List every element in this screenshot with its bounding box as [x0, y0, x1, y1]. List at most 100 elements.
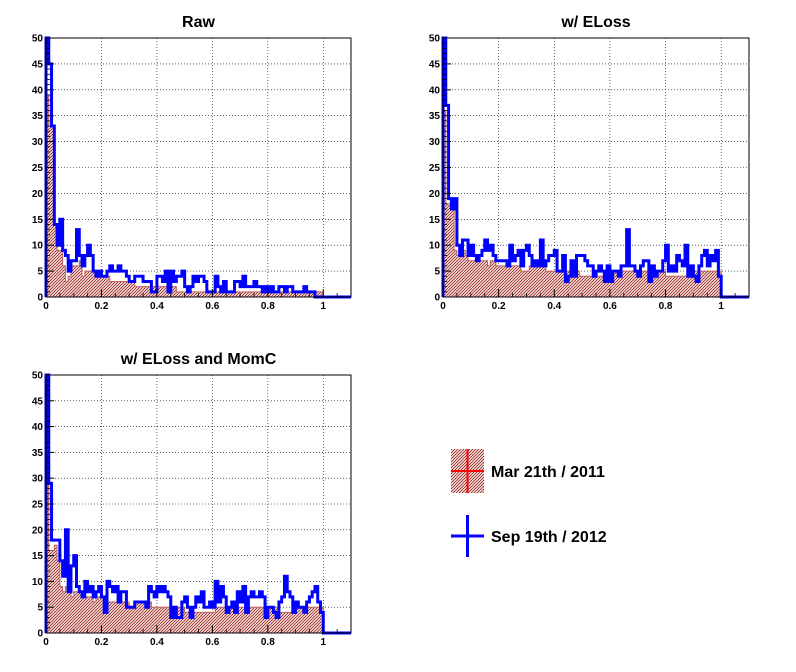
x-tick-label: 1 — [718, 301, 724, 312]
bar-mar-2011 — [551, 271, 555, 297]
bar-mar-2011 — [267, 291, 271, 297]
bar-mar-2011 — [582, 276, 586, 297]
bar-mar-2011 — [148, 602, 152, 633]
bar-mar-2011 — [206, 291, 210, 297]
y-tick-label: 35 — [32, 111, 44, 122]
bar-mar-2011 — [79, 260, 83, 297]
bar-mar-2011 — [251, 607, 255, 633]
x-tick-label: 0.6 — [603, 301, 617, 312]
bar-mar-2011 — [168, 607, 172, 633]
bar-mar-2011 — [234, 607, 238, 633]
bar-mar-2011 — [245, 291, 249, 297]
bar-mar-2011 — [68, 586, 72, 633]
bar-mar-2011 — [454, 250, 458, 297]
bar-mar-2011 — [303, 607, 307, 633]
bar-mar-2011 — [46, 94, 50, 297]
bar-mar-2011 — [712, 271, 716, 297]
bar-mar-2011 — [685, 276, 689, 297]
bar-mar-2011 — [701, 271, 705, 297]
y-tick-label: 20 — [429, 189, 441, 200]
bar-mar-2011 — [184, 291, 188, 297]
bar-mar-2011 — [242, 607, 246, 633]
grid-lines — [46, 38, 351, 297]
y-tick-label: 15 — [32, 551, 44, 562]
y-tick-label: 5 — [434, 267, 440, 278]
bar-mar-2011 — [651, 271, 655, 297]
bar-mar-2011 — [231, 291, 235, 297]
bar-mar-2011 — [506, 265, 511, 297]
bar-mar-2011 — [84, 271, 88, 297]
bar-mar-2011 — [217, 291, 221, 297]
bar-mar-2011 — [640, 271, 644, 297]
bar-mar-2011 — [140, 602, 144, 633]
bar-mar-2011 — [134, 286, 138, 297]
bar-mar-2011 — [198, 291, 202, 297]
bar-mar-2011 — [715, 271, 719, 297]
bar-mar-2011 — [284, 291, 288, 297]
bar-mar-2011 — [212, 612, 216, 633]
bar-mar-2011 — [292, 291, 296, 297]
bar-mar-2011 — [76, 265, 80, 297]
y-tick-label: 10 — [32, 577, 44, 588]
bar-mar-2011 — [131, 281, 136, 297]
y-tick-label: 45 — [32, 59, 44, 70]
bar-mar-2011 — [156, 607, 160, 633]
bar-mar-2011 — [465, 255, 469, 297]
bar-mar-2011 — [187, 291, 191, 297]
bar-mar-2011 — [451, 208, 455, 297]
y-tick-label: 15 — [429, 215, 441, 226]
series-sep-2012-line — [44, 373, 351, 635]
bar-mar-2011 — [51, 550, 55, 633]
bar-mar-2011 — [579, 276, 583, 297]
bar-mar-2011 — [512, 265, 516, 297]
bar-mar-2011 — [262, 607, 266, 633]
bar-mar-2011 — [284, 612, 288, 633]
bar-mar-2011 — [693, 271, 697, 297]
bar-mar-2011 — [109, 602, 113, 633]
bar-mar-2011 — [173, 607, 177, 633]
bar-mar-2011 — [220, 607, 224, 633]
bar-mar-2011 — [618, 271, 622, 297]
bar-mar-2011 — [48, 126, 52, 297]
x-tick-label: 1 — [320, 301, 326, 312]
bar-mar-2011 — [212, 291, 216, 297]
bar-mar-2011 — [143, 286, 147, 297]
x-tick-label: 1 — [320, 637, 326, 648]
bar-mar-2011 — [195, 291, 199, 297]
bar-mar-2011 — [176, 291, 180, 297]
bar-mar-2011 — [481, 260, 486, 297]
bar-mar-2011 — [123, 281, 127, 297]
bar-mar-2011 — [46, 483, 50, 633]
x-tick-label: 0.4 — [150, 637, 164, 648]
bar-mar-2011 — [159, 607, 163, 633]
bar-mar-2011 — [259, 607, 263, 633]
bar-mar-2011 — [126, 281, 130, 297]
bar-mar-2011 — [607, 276, 611, 297]
bar-mar-2011 — [154, 607, 158, 633]
bar-mar-2011 — [265, 607, 269, 633]
bar-mar-2011 — [290, 612, 294, 633]
bar-mar-2011 — [596, 276, 600, 297]
bar-mar-2011 — [643, 271, 647, 297]
bar-mar-2011 — [73, 265, 77, 297]
bar-mar-2011 — [98, 276, 102, 297]
bar-mar-2011 — [206, 612, 210, 633]
bar-mar-2011 — [265, 291, 269, 297]
panel-title: w/ ELoss — [560, 14, 630, 31]
y-tick-label: 30 — [429, 137, 441, 148]
bar-mar-2011 — [278, 612, 282, 633]
bar-mar-2011 — [62, 591, 66, 633]
bar-mar-2011 — [140, 286, 144, 297]
series-mar-2011-outline — [45, 94, 324, 297]
bar-mar-2011 — [601, 276, 605, 297]
bar-mar-2011 — [118, 602, 122, 633]
bar-mar-2011 — [145, 602, 149, 633]
bar-mar-2011 — [295, 607, 299, 633]
bar-mar-2011 — [237, 291, 241, 297]
bar-mar-2011 — [679, 276, 683, 297]
x-tick-label: 0.6 — [205, 301, 219, 312]
bar-mar-2011 — [209, 612, 213, 633]
bar-mar-2011 — [179, 607, 183, 633]
y-tick-label: 25 — [32, 500, 44, 511]
